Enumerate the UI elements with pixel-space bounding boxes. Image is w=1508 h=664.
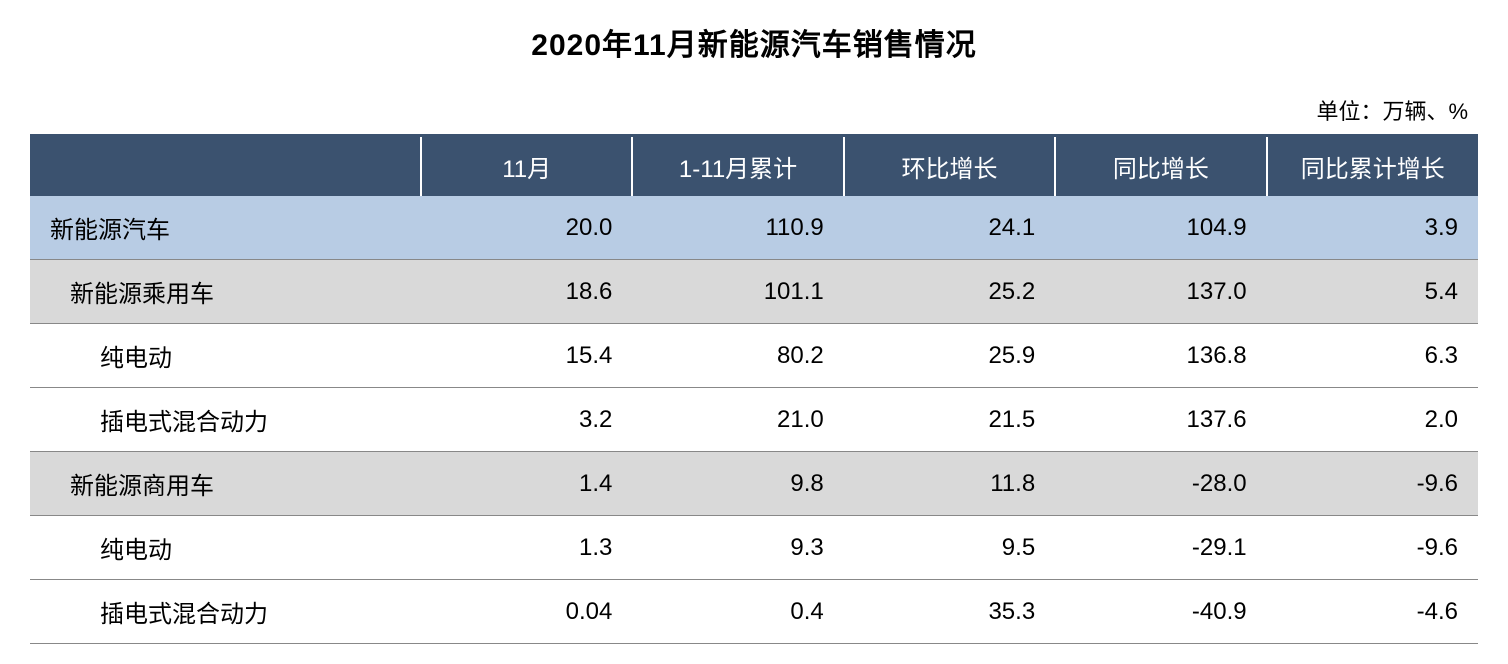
row-label: 新能源乘用车 [30,260,421,324]
row-value: -40.9 [1055,580,1266,644]
row-value: 1.3 [421,516,632,580]
row-value: -9.6 [1267,516,1478,580]
row-value: 15.4 [421,324,632,388]
header-yoy-cumulative: 同比累计增长 [1267,136,1478,197]
header-cumulative: 1-11月累计 [632,136,843,197]
row-value: 0.04 [421,580,632,644]
row-value: 11.8 [844,452,1055,516]
row-value: 20.0 [421,196,632,260]
table-row: 插电式混合动力0.040.435.3-40.9-4.6 [30,580,1478,644]
row-value: 136.8 [1055,324,1266,388]
row-value: 3.9 [1267,196,1478,260]
row-value: 110.9 [632,196,843,260]
row-value: -29.1 [1055,516,1266,580]
table-body: 新能源汽车20.0110.924.1104.93.9新能源乘用车18.6101.… [30,196,1478,644]
header-yoy-growth: 同比增长 [1055,136,1266,197]
row-label: 新能源汽车 [30,196,421,260]
table-row: 纯电动15.480.225.9136.86.3 [30,324,1478,388]
row-value: 24.1 [844,196,1055,260]
row-label: 纯电动 [30,324,421,388]
row-value: 21.5 [844,388,1055,452]
header-category [30,136,421,197]
row-value: 80.2 [632,324,843,388]
table-row: 插电式混合动力3.221.021.5137.62.0 [30,388,1478,452]
table-header-row: 11月 1-11月累计 环比增长 同比增长 同比累计增长 [30,136,1478,197]
row-value: 9.8 [632,452,843,516]
row-value: 35.3 [844,580,1055,644]
row-value: 21.0 [632,388,843,452]
row-value: 25.9 [844,324,1055,388]
row-value: 137.6 [1055,388,1266,452]
row-value: 25.2 [844,260,1055,324]
row-value: 104.9 [1055,196,1266,260]
table-row: 新能源汽车20.0110.924.1104.93.9 [30,196,1478,260]
row-label: 纯电动 [30,516,421,580]
row-value: 5.4 [1267,260,1478,324]
row-value: 9.5 [844,516,1055,580]
row-value: 2.0 [1267,388,1478,452]
unit-label: 单位：万辆、% [30,94,1478,126]
header-november: 11月 [421,136,632,197]
row-value: 137.0 [1055,260,1266,324]
table-row: 纯电动1.39.39.5-29.1-9.6 [30,516,1478,580]
row-value: 6.3 [1267,324,1478,388]
header-mom-growth: 环比增长 [844,136,1055,197]
row-value: -4.6 [1267,580,1478,644]
page-title: 2020年11月新能源汽车销售情况 [30,20,1478,64]
row-label: 新能源商用车 [30,452,421,516]
table-row: 新能源商用车1.49.811.8-28.0-9.6 [30,452,1478,516]
row-value: 1.4 [421,452,632,516]
row-value: 101.1 [632,260,843,324]
row-value: 3.2 [421,388,632,452]
row-value: -28.0 [1055,452,1266,516]
row-label: 插电式混合动力 [30,388,421,452]
row-value: 0.4 [632,580,843,644]
row-label: 插电式混合动力 [30,580,421,644]
row-value: 9.3 [632,516,843,580]
table-row: 新能源乘用车18.6101.125.2137.05.4 [30,260,1478,324]
sales-table: 11月 1-11月累计 环比增长 同比增长 同比累计增长 新能源汽车20.011… [30,134,1478,644]
row-value: -9.6 [1267,452,1478,516]
row-value: 18.6 [421,260,632,324]
